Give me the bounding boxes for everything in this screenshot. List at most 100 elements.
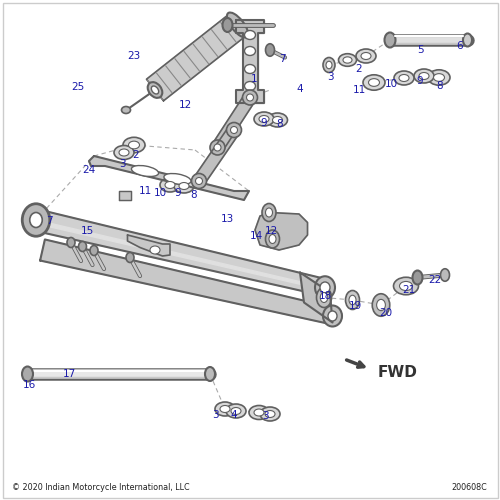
Ellipse shape [368,78,380,86]
Ellipse shape [428,70,450,85]
Ellipse shape [400,282,412,290]
Ellipse shape [126,252,134,262]
Ellipse shape [384,32,396,48]
Ellipse shape [244,30,256,40]
Text: 8: 8 [436,81,444,91]
Ellipse shape [338,54,356,66]
Text: 11: 11 [352,85,366,95]
Ellipse shape [214,144,221,151]
Ellipse shape [260,407,280,421]
Ellipse shape [343,57,352,63]
Ellipse shape [394,277,418,294]
Text: 6: 6 [456,41,464,51]
Text: 9: 9 [260,118,268,128]
Text: 3: 3 [212,410,218,420]
Text: 20: 20 [380,308,392,318]
Ellipse shape [119,149,129,156]
Ellipse shape [67,238,75,248]
Ellipse shape [128,141,140,149]
Text: 2: 2 [356,64,362,74]
Text: © 2020 Indian Motorcycle International, LLC: © 2020 Indian Motorcycle International, … [12,483,190,492]
Text: 21: 21 [402,285,415,295]
Ellipse shape [150,246,160,254]
Ellipse shape [356,49,376,63]
Ellipse shape [320,282,330,293]
Text: 19: 19 [348,301,362,311]
Text: 15: 15 [81,226,94,236]
Ellipse shape [242,90,258,105]
Ellipse shape [266,230,280,248]
Text: 14: 14 [250,231,262,241]
Ellipse shape [323,58,335,72]
Text: 23: 23 [128,51,140,61]
Polygon shape [300,272,332,322]
Text: FWD: FWD [378,365,418,380]
Text: 25: 25 [71,82,84,92]
Ellipse shape [210,140,225,155]
Text: 4: 4 [296,84,304,94]
Ellipse shape [315,276,335,298]
Ellipse shape [266,44,274,56]
Ellipse shape [272,116,282,123]
Ellipse shape [244,64,256,74]
Text: 7: 7 [46,216,52,226]
Text: 13: 13 [221,214,234,224]
Text: 2: 2 [132,150,140,160]
Text: 4: 4 [230,410,237,420]
Ellipse shape [220,406,230,412]
Text: 12: 12 [264,226,278,236]
Ellipse shape [399,74,409,82]
Polygon shape [119,191,131,200]
Ellipse shape [192,174,206,188]
Text: 18: 18 [318,291,332,301]
Polygon shape [236,20,264,102]
Text: 3: 3 [119,159,126,169]
Ellipse shape [266,208,272,217]
Text: 9: 9 [416,76,424,86]
Ellipse shape [164,174,191,184]
Ellipse shape [123,138,145,152]
Ellipse shape [363,75,385,90]
Polygon shape [34,210,327,296]
Ellipse shape [246,94,254,101]
Text: 10: 10 [384,79,398,89]
Text: 200608C: 200608C [452,483,488,492]
Ellipse shape [227,12,248,38]
Text: 5: 5 [416,45,424,55]
Ellipse shape [196,178,202,184]
Ellipse shape [349,295,356,304]
Ellipse shape [249,406,269,419]
Ellipse shape [320,292,328,302]
Ellipse shape [419,72,429,80]
Polygon shape [146,14,246,101]
Ellipse shape [22,204,50,236]
Ellipse shape [244,82,256,90]
Ellipse shape [226,404,246,418]
Ellipse shape [244,46,256,56]
Polygon shape [128,235,170,256]
Ellipse shape [122,106,130,114]
Text: 17: 17 [62,369,76,379]
Polygon shape [255,212,308,250]
Text: 1: 1 [250,74,258,84]
Ellipse shape [148,82,162,98]
Ellipse shape [152,86,158,94]
Ellipse shape [90,246,98,256]
Ellipse shape [394,71,414,85]
Ellipse shape [205,367,215,381]
Ellipse shape [372,294,390,316]
Ellipse shape [414,69,434,83]
Ellipse shape [231,408,241,414]
Ellipse shape [346,290,360,310]
Text: 7: 7 [279,54,286,64]
Polygon shape [40,240,335,324]
Ellipse shape [165,182,175,188]
Ellipse shape [412,270,422,284]
Ellipse shape [226,122,242,138]
Ellipse shape [268,113,287,127]
Polygon shape [194,126,239,184]
Ellipse shape [254,112,274,126]
Text: 8: 8 [190,190,198,200]
Ellipse shape [114,146,134,160]
Ellipse shape [323,306,342,326]
